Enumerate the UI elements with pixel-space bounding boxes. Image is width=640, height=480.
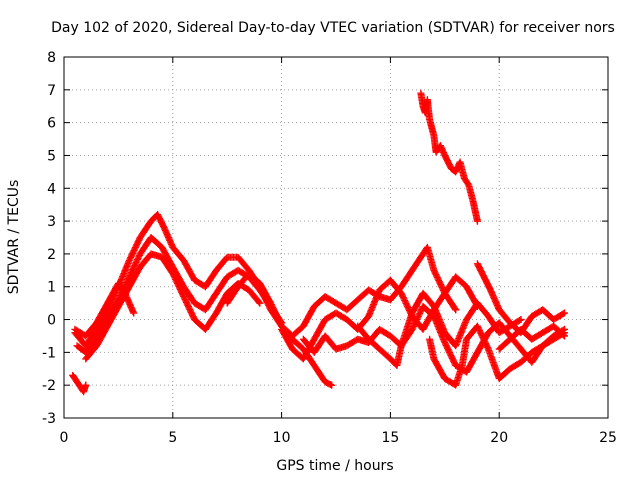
data-point [559,310,567,318]
grid [64,57,608,418]
x-tick-label: 5 [168,430,177,446]
y-tick-label: 4 [47,181,56,197]
data-point [255,298,263,306]
x-axis-label: GPS time / hours [276,458,393,474]
data-point [473,217,481,225]
x-tick-label: 25 [599,430,617,446]
data-point [451,304,459,312]
y-tick-label: -3 [42,411,56,427]
series-4 [71,279,138,340]
data-point [328,381,336,389]
x-tick-label: 20 [490,430,508,446]
y-tick-label: 3 [47,214,56,230]
y-tick-label: 2 [47,247,56,263]
data-point [256,299,264,307]
data-point [559,331,567,339]
data-point [452,306,460,314]
y-tick-label: 7 [47,83,56,99]
axis-ticks: 0 5 10 15 20 25 -3 -2 -1 0 1 2 3 4 5 6 7 8 [42,50,617,446]
series-13 [69,371,90,396]
y-axis-label: SDTVAR / TECUs [6,180,22,295]
y-tick-label: 5 [47,148,56,164]
y-tick-label: 8 [47,50,56,66]
y-tick-label: 0 [47,313,56,329]
data-point [560,309,568,317]
data-point [130,309,138,317]
x-tick-label: 10 [273,430,291,446]
data-point [82,381,90,389]
data-point [517,316,525,324]
data-series [69,89,568,396]
series-3 [82,250,264,363]
data-point [560,332,568,340]
series-9 [426,322,568,389]
series-11 [495,322,568,353]
x-tick-label: 0 [60,430,69,446]
data-point [326,381,334,389]
y-tick-label: 6 [47,116,56,132]
y-tick-label: -2 [42,378,56,394]
x-tick-label: 15 [381,430,399,446]
y-tick-label: 1 [47,280,56,296]
y-tick-label: -1 [42,345,56,361]
series-12 [417,89,481,225]
data-point [516,316,524,324]
series-8 [354,289,525,369]
chart-title: Day 102 of 2020, Sidereal Day-to-day VTE… [51,20,615,36]
plot-frame [63,56,609,419]
